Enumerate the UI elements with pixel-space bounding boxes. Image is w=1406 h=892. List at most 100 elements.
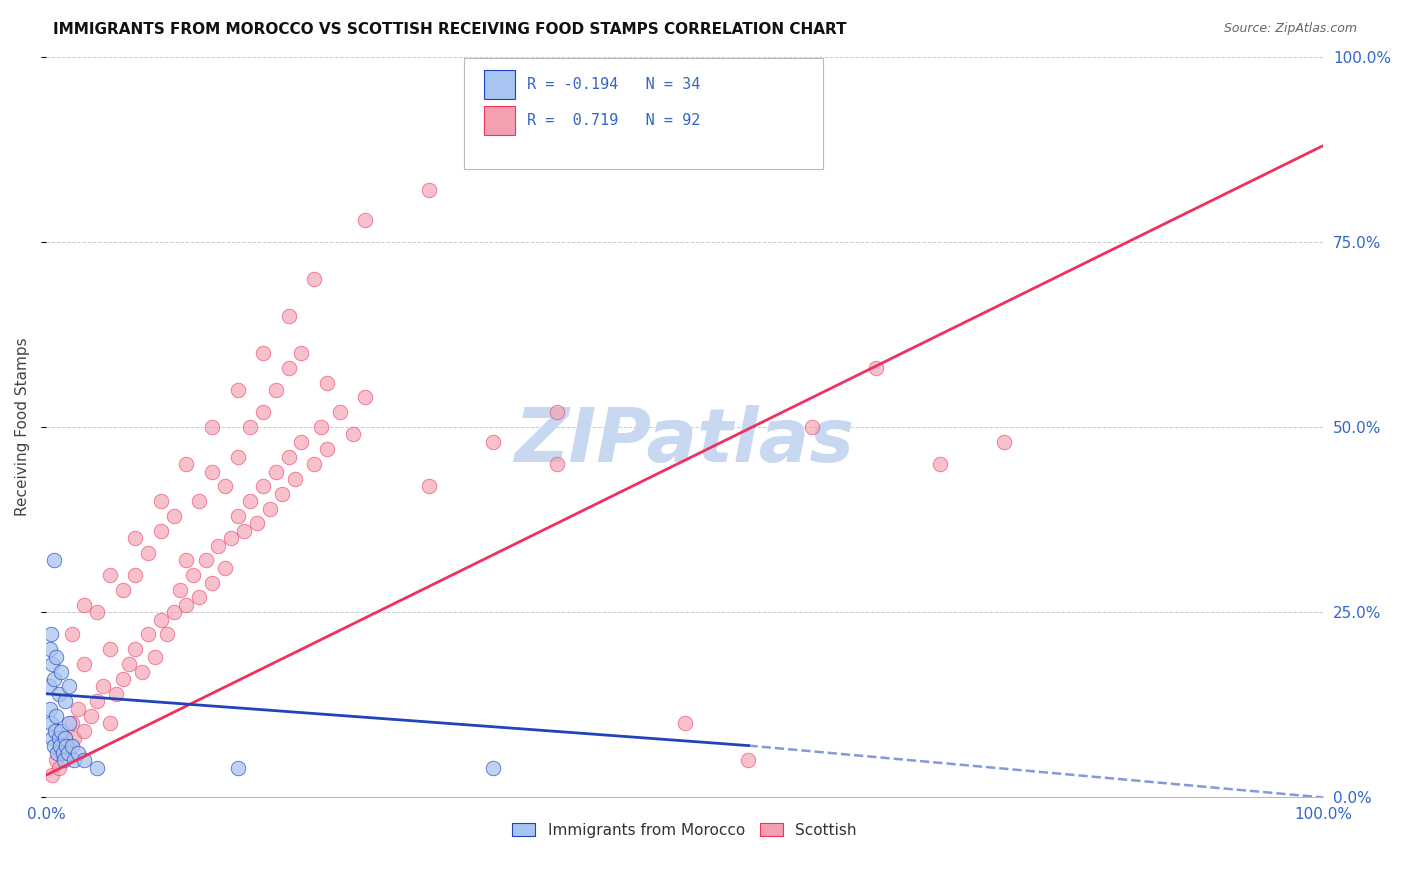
Point — [86, 605, 108, 619]
Point — [46, 746, 69, 760]
Point — [290, 434, 312, 449]
Point — [290, 346, 312, 360]
Point — [105, 687, 128, 701]
Point — [55, 739, 77, 753]
Point — [264, 465, 287, 479]
Point — [45, 753, 67, 767]
Point — [60, 627, 83, 641]
Point — [39, 716, 62, 731]
Point — [56, 746, 79, 760]
Point — [214, 561, 236, 575]
Point — [309, 420, 332, 434]
Point — [418, 479, 440, 493]
Point — [156, 627, 179, 641]
Point — [342, 427, 364, 442]
Point — [45, 709, 67, 723]
Point — [45, 649, 67, 664]
Legend: Immigrants from Morocco, Scottish: Immigrants from Morocco, Scottish — [505, 815, 865, 846]
Point — [42, 739, 65, 753]
Point — [48, 761, 70, 775]
Point — [98, 716, 121, 731]
Point — [136, 627, 159, 641]
Point — [48, 687, 70, 701]
Point — [239, 420, 262, 434]
Point — [252, 405, 274, 419]
Point — [226, 761, 249, 775]
Point — [53, 731, 76, 746]
Point — [98, 642, 121, 657]
Point — [38, 642, 60, 657]
Point — [66, 746, 89, 760]
Point — [264, 383, 287, 397]
Point — [176, 457, 198, 471]
Text: R = -0.194   N = 34: R = -0.194 N = 34 — [527, 78, 700, 92]
Point — [51, 665, 73, 679]
Point — [482, 761, 505, 775]
Point — [673, 716, 696, 731]
Point — [111, 672, 134, 686]
Point — [124, 642, 146, 657]
Point — [277, 309, 299, 323]
Point — [176, 598, 198, 612]
Point — [73, 753, 96, 767]
Point — [98, 568, 121, 582]
Point — [302, 457, 325, 471]
Point — [188, 591, 211, 605]
Point — [93, 679, 115, 693]
Point — [149, 524, 172, 538]
Point — [118, 657, 141, 672]
Point — [546, 405, 568, 419]
Point — [226, 508, 249, 523]
Point — [214, 479, 236, 493]
Point — [41, 657, 63, 672]
Point — [53, 731, 76, 746]
Point — [246, 516, 269, 531]
Point — [302, 272, 325, 286]
Point — [277, 450, 299, 464]
Point — [124, 531, 146, 545]
Point — [226, 383, 249, 397]
Point — [42, 672, 65, 686]
Point — [136, 546, 159, 560]
Point — [277, 360, 299, 375]
Point — [181, 568, 204, 582]
Point — [329, 405, 352, 419]
Point — [79, 709, 101, 723]
Point — [58, 716, 80, 731]
Point — [546, 457, 568, 471]
Point — [73, 723, 96, 738]
Point — [124, 568, 146, 582]
Point — [149, 613, 172, 627]
Point — [143, 649, 166, 664]
Point — [63, 753, 86, 767]
Point — [176, 553, 198, 567]
Point — [929, 457, 952, 471]
Point — [86, 694, 108, 708]
Point — [239, 494, 262, 508]
Point — [63, 731, 86, 746]
Point — [354, 212, 377, 227]
Point — [354, 391, 377, 405]
Point — [259, 501, 281, 516]
Point — [801, 420, 824, 434]
Point — [44, 723, 66, 738]
Point — [737, 753, 759, 767]
Point — [52, 753, 75, 767]
Point — [252, 346, 274, 360]
Point — [207, 539, 229, 553]
Point — [188, 494, 211, 508]
Point — [86, 761, 108, 775]
Point — [66, 701, 89, 715]
Text: IMMIGRANTS FROM MOROCCO VS SCOTTISH RECEIVING FOOD STAMPS CORRELATION CHART: IMMIGRANTS FROM MOROCCO VS SCOTTISH RECE… — [53, 22, 846, 37]
Point — [38, 679, 60, 693]
Point — [149, 494, 172, 508]
Point — [131, 665, 153, 679]
Point — [38, 701, 60, 715]
Point — [201, 420, 224, 434]
Point — [252, 479, 274, 493]
Point — [60, 739, 83, 753]
Text: Source: ZipAtlas.com: Source: ZipAtlas.com — [1223, 22, 1357, 36]
Point — [163, 508, 186, 523]
Point — [316, 442, 339, 457]
Point — [60, 716, 83, 731]
